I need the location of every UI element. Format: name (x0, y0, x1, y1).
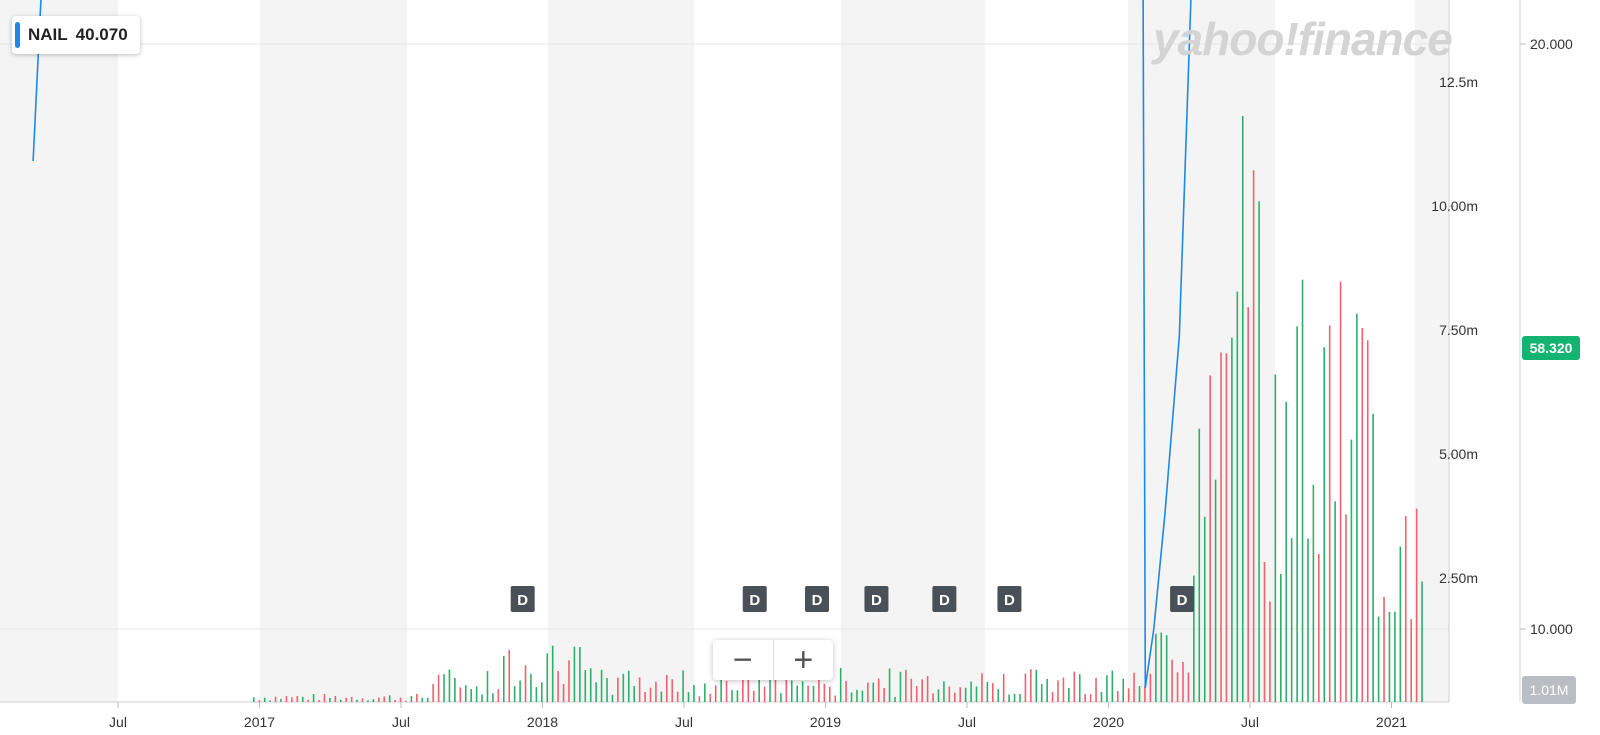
dividend-marker-box (742, 586, 767, 612)
symbol-value: 40.070 (75, 25, 128, 44)
dividend-marker-label: D (1177, 592, 1188, 609)
dividend-marker: D (805, 586, 830, 612)
price-tick-label: 20.000 (1530, 36, 1573, 52)
zoom-out-button[interactable]: − (732, 641, 753, 679)
volume-tick-label: 10.00m (1431, 198, 1478, 214)
dividend-marker-label: D (871, 592, 882, 609)
period-band (1415, 0, 1449, 702)
dividend-marker: D (1170, 586, 1195, 612)
zoom-control: − + (713, 640, 833, 680)
symbol-label: NAIL (28, 25, 68, 44)
dividend-marker: D (742, 586, 767, 612)
dividend-marker-box (864, 586, 889, 612)
x-tick-label: 2018 (527, 714, 558, 730)
x-tick-label: Jul (675, 714, 693, 730)
dividend-marker-label: D (517, 592, 528, 609)
volume-tick-label: 12.5m (1439, 74, 1478, 90)
price-tick-label: 10.000 (1530, 621, 1573, 637)
period-band (0, 0, 118, 702)
dividend-marker-label: D (749, 592, 760, 609)
x-tick-label: Jul (392, 714, 410, 730)
dividend-marker-label: D (812, 592, 823, 609)
x-tick-label: 2019 (810, 714, 841, 730)
period-band (1128, 0, 1275, 702)
period-band (260, 0, 407, 702)
price-line (32, 0, 1192, 689)
x-tick-label: Jul (958, 714, 976, 730)
period-band (841, 0, 985, 702)
dividend-marker-box (510, 586, 535, 612)
dividend-marker-box (997, 586, 1022, 612)
dividend-marker: D (997, 586, 1022, 612)
volume-tick-label: 2.50m (1439, 570, 1478, 586)
zoom-in-button[interactable]: + (772, 640, 834, 680)
dividend-marker-box (1170, 586, 1195, 612)
dividend-marker: D (932, 586, 957, 612)
x-tick-label: 2017 (244, 714, 275, 730)
last-price-badge: 58.320 (1522, 336, 1580, 360)
yahoo-finance-watermark: yahoo!finance (1153, 13, 1453, 65)
x-tick-label: Jul (109, 714, 127, 730)
dividend-marker-label: D (1004, 592, 1015, 609)
x-tick-label: Jul (1241, 714, 1259, 730)
x-tick-label: 2020 (1093, 714, 1124, 730)
dividend-marker: D (510, 586, 535, 612)
last-volume-badge: 1.01M (1522, 676, 1576, 704)
symbol-legend[interactable]: NAIL 40.070 (12, 16, 140, 54)
period-band (548, 0, 694, 702)
dividend-marker-box (932, 586, 957, 612)
volume-tick-label: 7.50m (1439, 322, 1478, 338)
volume-tick-label: 5.00m (1439, 446, 1478, 462)
dividend-marker-box (805, 586, 830, 612)
dividend-marker: D (864, 586, 889, 612)
x-tick-label: 2021 (1376, 714, 1407, 730)
dividend-marker-label: D (939, 592, 950, 609)
